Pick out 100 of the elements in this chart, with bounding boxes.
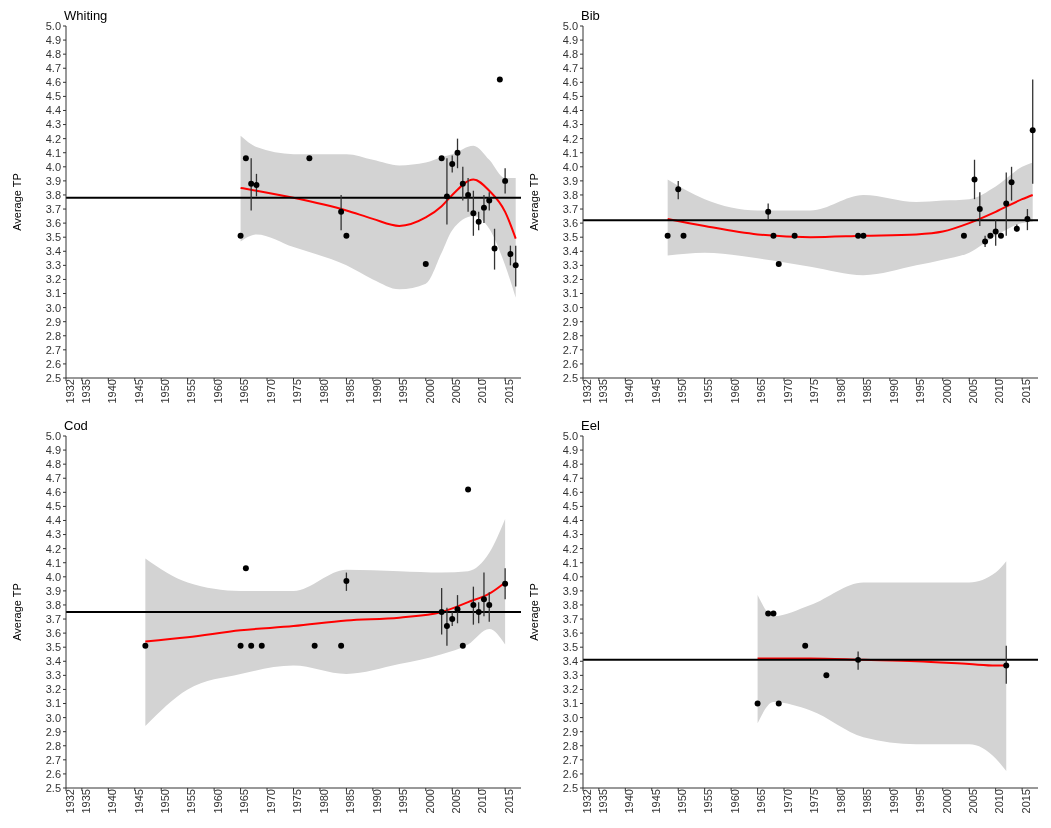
point bbox=[823, 672, 830, 679]
x-tick-label: 1980 bbox=[834, 789, 847, 814]
y-tick-label: 4.2 bbox=[45, 132, 61, 145]
x-tick-label: 1965 bbox=[755, 789, 768, 814]
x-tick-label: 2015 bbox=[1019, 789, 1032, 814]
y-tick-label: 4.8 bbox=[45, 458, 61, 471]
point bbox=[470, 210, 477, 217]
chart-title: Cod bbox=[64, 418, 88, 433]
y-tick-label: 2.8 bbox=[45, 329, 61, 342]
point bbox=[142, 642, 149, 649]
x-tick-label: 1995 bbox=[397, 379, 410, 404]
y-tick-label: 3.8 bbox=[45, 598, 61, 611]
y-tick-label: 2.7 bbox=[45, 343, 61, 356]
point bbox=[438, 609, 445, 615]
point bbox=[237, 232, 244, 239]
y-tick-label: 4.5 bbox=[45, 90, 61, 103]
y-tick-label: 3.8 bbox=[45, 188, 61, 201]
y-tick-label: 4.2 bbox=[562, 542, 578, 555]
x-tick-label: 2000 bbox=[423, 789, 436, 814]
x-tick-label: 1940 bbox=[623, 379, 636, 404]
y-tick-label: 3.5 bbox=[562, 231, 578, 244]
point bbox=[480, 596, 487, 603]
x-tick-label: 1970 bbox=[781, 789, 794, 814]
point bbox=[1008, 179, 1015, 186]
point bbox=[775, 700, 782, 707]
x-tick-label: 1935 bbox=[79, 789, 92, 814]
x-tick-label: 2010 bbox=[476, 379, 489, 404]
x-tick-label: 1965 bbox=[238, 379, 251, 404]
y-tick-label: 3.5 bbox=[45, 231, 61, 244]
point bbox=[754, 700, 761, 707]
point bbox=[502, 580, 509, 587]
y-tick-label: 4.7 bbox=[562, 62, 578, 75]
point bbox=[765, 610, 772, 617]
y-tick-label: 4.1 bbox=[45, 146, 61, 159]
point bbox=[791, 232, 798, 239]
point bbox=[855, 656, 862, 663]
point bbox=[507, 251, 514, 258]
y-tick-label: 4.9 bbox=[562, 33, 578, 46]
y-tick-label: 4.4 bbox=[562, 104, 578, 117]
x-tick-label: 1945 bbox=[649, 379, 662, 404]
point bbox=[454, 606, 461, 613]
point bbox=[855, 232, 862, 239]
chart-title: Whiting bbox=[64, 8, 108, 23]
y-tick-label: 3.0 bbox=[45, 711, 61, 724]
y-tick-label: 3.0 bbox=[45, 301, 61, 314]
y-tick-label: 2.6 bbox=[562, 767, 578, 780]
y-tick-label: 4.5 bbox=[45, 500, 61, 513]
point bbox=[502, 177, 509, 184]
point bbox=[443, 193, 450, 200]
x-tick-label: 2005 bbox=[967, 789, 980, 814]
y-tick-label: 4.6 bbox=[45, 76, 61, 89]
y-tick-label: 2.9 bbox=[45, 725, 61, 738]
y-tick-label: 2.6 bbox=[45, 357, 61, 370]
y-tick-label: 2.5 bbox=[45, 781, 61, 794]
y-tick-label: 3.7 bbox=[562, 202, 578, 215]
point bbox=[311, 642, 318, 649]
y-tick-label: 3.3 bbox=[45, 669, 61, 682]
x-tick-label: 1975 bbox=[291, 789, 304, 814]
y-tick-label: 3.0 bbox=[562, 711, 578, 724]
point bbox=[1003, 200, 1010, 207]
point bbox=[680, 232, 687, 239]
y-tick-label: 3.5 bbox=[562, 641, 578, 654]
x-tick-label: 1965 bbox=[755, 379, 768, 404]
y-axis-title: Average TP bbox=[10, 583, 23, 641]
x-tick-label: 1950 bbox=[676, 789, 689, 814]
y-tick-label: 4.3 bbox=[45, 528, 61, 541]
x-tick-label: 2015 bbox=[502, 789, 515, 814]
y-tick-label: 3.6 bbox=[45, 627, 61, 640]
y-tick-label: 2.6 bbox=[45, 767, 61, 780]
x-tick-label: 2010 bbox=[993, 789, 1006, 814]
point bbox=[992, 228, 999, 235]
point bbox=[459, 180, 466, 187]
point bbox=[242, 565, 249, 572]
y-tick-label: 4.4 bbox=[45, 104, 61, 117]
x-tick-label: 1945 bbox=[132, 379, 145, 404]
y-tick-label: 3.1 bbox=[45, 287, 61, 300]
point bbox=[258, 642, 265, 649]
y-tick-label: 2.9 bbox=[45, 315, 61, 328]
x-tick-label: 1955 bbox=[185, 789, 198, 814]
point bbox=[253, 182, 260, 189]
chart-title: Eel bbox=[581, 418, 600, 433]
y-tick-label: 3.3 bbox=[562, 259, 578, 272]
y-tick-label: 3.9 bbox=[562, 584, 578, 597]
point bbox=[1024, 215, 1031, 222]
point bbox=[343, 232, 350, 239]
y-tick-label: 4.4 bbox=[45, 514, 61, 527]
x-tick-label: 2005 bbox=[967, 379, 980, 404]
y-tick-label: 4.9 bbox=[45, 33, 61, 46]
y-tick-label: 3.3 bbox=[562, 669, 578, 682]
point bbox=[480, 204, 487, 211]
point bbox=[512, 262, 519, 269]
y-tick-label: 3.2 bbox=[45, 273, 61, 286]
y-tick-label: 4.9 bbox=[45, 443, 61, 456]
x-tick-label: 1980 bbox=[834, 379, 847, 404]
x-tick-label: 1935 bbox=[79, 379, 92, 404]
x-tick-label: 1970 bbox=[264, 789, 277, 814]
y-tick-label: 4.8 bbox=[45, 48, 61, 61]
x-tick-label: 1985 bbox=[344, 789, 357, 814]
line-series bbox=[666, 193, 1034, 239]
x-tick-label: 2015 bbox=[1019, 379, 1032, 404]
